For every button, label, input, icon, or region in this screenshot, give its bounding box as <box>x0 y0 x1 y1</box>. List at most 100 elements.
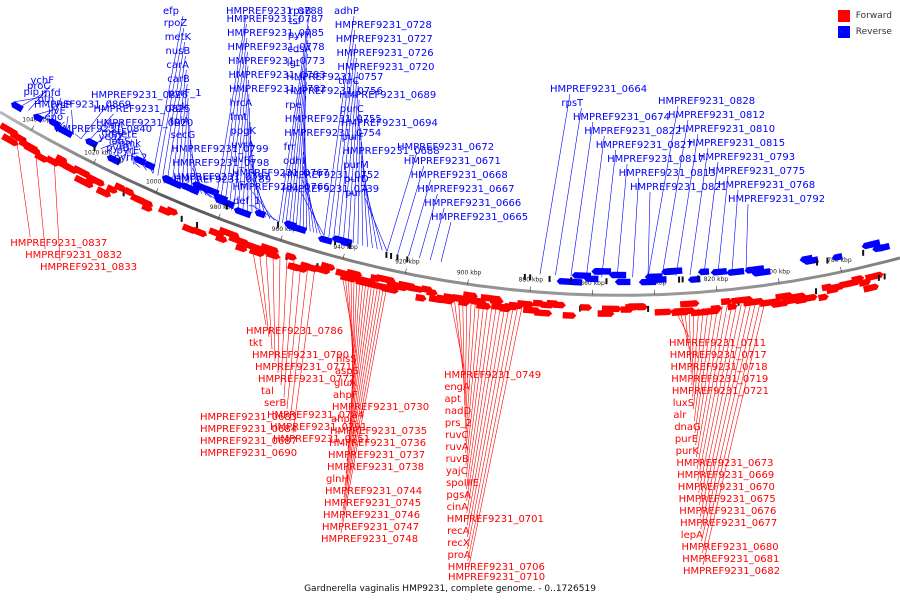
leader-line <box>429 207 445 261</box>
leader-line <box>277 256 281 374</box>
reverse-gene-label: HMPREF9231_0674 <box>573 112 670 123</box>
leader-line <box>250 149 262 216</box>
leader-line <box>296 81 307 228</box>
reverse-gene-label: rpsB <box>289 6 312 17</box>
leader-line <box>292 266 316 434</box>
leader-line <box>348 279 364 438</box>
reverse-gene-label: HMPREF9231_0767 <box>232 168 329 179</box>
leader-line <box>616 163 628 278</box>
reverse-gene-label: HMPREF9231_0782 <box>229 84 326 95</box>
forward-gene <box>134 195 154 208</box>
reverse-gene-label: HMPREF9231_0787 <box>227 14 324 25</box>
forward-gene-label: HMPREF9231_0673 <box>676 458 773 469</box>
forward-gene-label: aspS <box>335 366 359 377</box>
leader-line <box>172 69 187 182</box>
leader-line <box>458 298 465 394</box>
reverse-gene <box>33 113 44 123</box>
reverse-gene-label: rpe <box>285 100 302 111</box>
leader-line <box>289 53 308 226</box>
forward-gene <box>720 298 733 306</box>
leader-line <box>466 303 497 502</box>
reverse-gene-label: fmt <box>230 112 247 123</box>
forward-gene-label: HMPREF9231_0717 <box>670 350 767 361</box>
reverse-gene <box>143 161 156 171</box>
forward-gene-label: HMPREF9231_0682 <box>683 566 780 577</box>
leader-line <box>698 304 737 494</box>
leader-line <box>283 260 295 398</box>
reverse-gene <box>11 101 24 113</box>
leader-line <box>189 125 193 190</box>
reverse-gene-label: HMPREF9231_0822 <box>584 126 681 137</box>
forward-gene-label: dnaG <box>674 422 701 433</box>
reverse-gene <box>751 268 771 277</box>
reverse-gene-label: pip <box>24 87 39 98</box>
reverse-gene-label: pth <box>38 94 55 105</box>
leader-line <box>702 301 761 554</box>
forward-gene <box>601 305 622 313</box>
leader-lines <box>13 15 766 572</box>
forward-gene-label: purK <box>676 446 700 457</box>
reverse-gene-label: metE <box>111 129 137 140</box>
reverse-gene-label: HMPREF9231_0778 <box>228 42 325 53</box>
leader-line <box>347 275 355 378</box>
leader-line <box>661 119 689 277</box>
leader-line <box>357 113 361 245</box>
leader-line <box>632 177 639 278</box>
leader-line <box>693 307 709 422</box>
forward-gene-label: HMPREF9231_0738 <box>327 462 424 473</box>
reverse-gene-label: tsf <box>289 16 302 27</box>
reverse-gene-label: thrC <box>338 76 359 87</box>
forward-gene-label: HMPREF9231_0681 <box>682 554 779 565</box>
forward-gene-label: HMPREF9231_0744 <box>325 486 422 497</box>
reverse-gene-label: HMPREF9231_0755 <box>285 114 382 125</box>
leader-line <box>440 221 452 263</box>
gene-marker <box>678 276 681 283</box>
reverse-gene-label: leuS <box>109 136 131 147</box>
leader-line <box>465 302 489 478</box>
forward-gene <box>86 174 105 187</box>
leader-line <box>120 152 127 159</box>
leader-line <box>360 127 364 246</box>
leader-line <box>333 43 356 239</box>
reverse-gene-label: HMPREF9231_0817 <box>607 154 704 165</box>
leader-line <box>679 309 690 350</box>
reverse-gene-label: HMPREF9231_0799 <box>172 144 269 155</box>
gene-marker <box>225 203 228 210</box>
forward-gene <box>863 283 879 293</box>
forward-gene-label: tkt <box>249 338 263 349</box>
tick-mark <box>405 268 407 274</box>
reverse-gene-label: HMPREF9231_0773 <box>228 56 325 67</box>
forward-gene-label: HMPREF9231_0745 <box>324 498 421 509</box>
reverse-gene <box>556 278 574 286</box>
forward-gene <box>408 284 425 293</box>
reverse-gene-label: HMPREF9231_0788 <box>226 6 323 17</box>
forward-gene <box>245 241 262 252</box>
leader-line <box>466 303 493 490</box>
forward-gene <box>743 297 765 307</box>
leader-line <box>647 191 651 277</box>
reverse-gene <box>663 267 683 275</box>
leader-line <box>689 147 709 276</box>
tick-label: 900 kbp <box>457 269 482 276</box>
leader-line <box>350 278 358 414</box>
reverse-gene-label: rimI <box>104 120 124 131</box>
forward-gene <box>165 206 178 216</box>
reverse-gene-label: HMPREF9231_0797 <box>173 172 270 183</box>
reverse-gene-label: purT <box>345 188 369 199</box>
forward-gene-label: recA <box>447 526 470 537</box>
gene-marker <box>180 215 183 222</box>
reverse-gene <box>254 209 267 219</box>
reverse-gene-label: HMPREF9231_0754 <box>284 128 381 139</box>
reverse-gene-label: cdsA <box>287 44 311 55</box>
gene-marker <box>681 276 684 283</box>
gene-marker <box>523 273 526 280</box>
reverse-gene-label: lgt <box>287 58 300 69</box>
tick-mark <box>218 213 221 219</box>
leader-line <box>341 284 385 522</box>
reverse-gene-label: HMPREF9231_0792 <box>728 194 825 205</box>
leader-line <box>466 304 502 514</box>
forward-gene-label: HMPREF9231_0676 <box>679 506 776 517</box>
leader-line <box>20 90 48 107</box>
reverse-gene-label: HMPREF9231_0766 <box>233 182 330 193</box>
forward-gene <box>562 312 577 319</box>
